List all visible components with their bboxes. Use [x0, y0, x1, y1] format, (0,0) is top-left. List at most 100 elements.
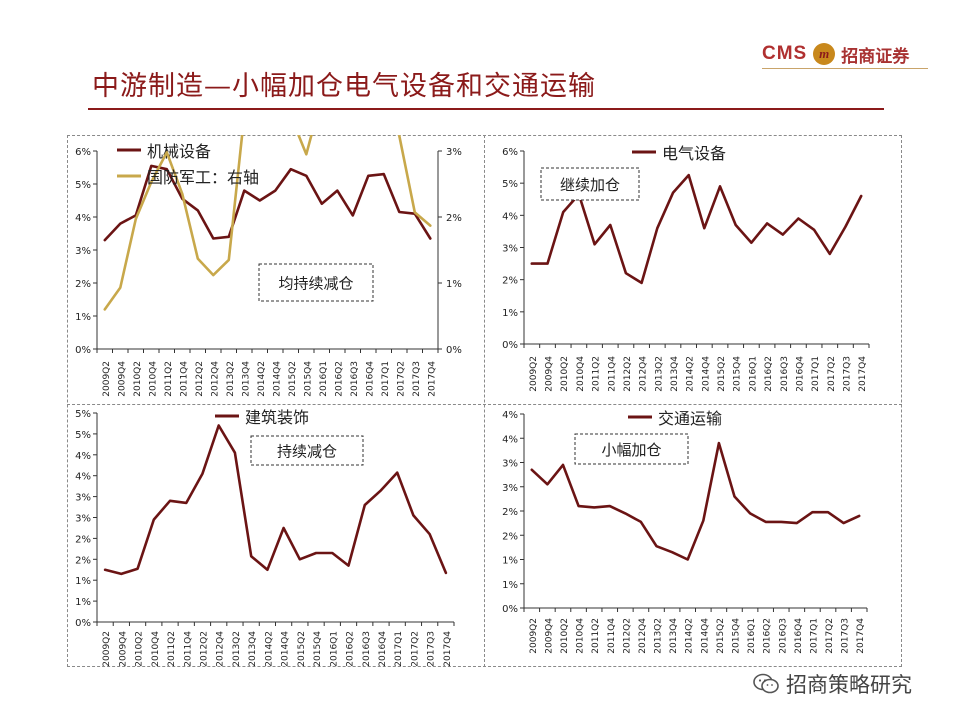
x-tick-label: 2017Q3 — [842, 356, 852, 392]
x-tick-label: 2016Q1 — [747, 618, 757, 654]
series-line-left — [530, 441, 861, 561]
x-tick-label: 2009Q2 — [529, 356, 539, 392]
x-tick-label: 2016Q1 — [748, 356, 758, 392]
x-tick-label: 2017Q4 — [443, 631, 453, 667]
x-tick-label: 2017Q2 — [396, 361, 406, 397]
x-tick-label: 2010Q2 — [135, 631, 145, 667]
annotation-box — [258, 263, 374, 302]
y2-tick-label: 1% — [446, 279, 462, 290]
x-tick-label: 2016Q4 — [378, 631, 388, 667]
x-tick-label: 2017Q4 — [858, 356, 868, 392]
x-tick-label: 2017Q3 — [427, 631, 437, 667]
y-tick-label: 5% — [75, 409, 91, 420]
y-tick-label: 3% — [502, 459, 518, 470]
y-tick-label: 4% — [75, 213, 91, 224]
legend-label: 建筑装饰 — [245, 408, 309, 427]
y-tick-label: 0% — [502, 604, 518, 615]
x-tick-label: 2015Q2 — [716, 618, 726, 654]
x-tick-label: 2012Q4 — [216, 631, 226, 667]
annotation-box — [574, 433, 689, 465]
y2-tick-label: 2% — [446, 213, 462, 224]
x-tick-label: 2016Q4 — [365, 361, 375, 397]
legend-label: 电气设备 — [662, 144, 726, 163]
x-tick-label: 2009Q4 — [544, 618, 554, 654]
x-tick-label: 2011Q2 — [591, 618, 601, 654]
x-tick-label: 2009Q4 — [117, 361, 127, 397]
x-tick-label: 2016Q3 — [362, 631, 372, 667]
x-tick-label: 2017Q2 — [410, 631, 420, 667]
annotation-box — [540, 167, 640, 201]
slide-title: 中游制造—小幅加仓电气设备和交通运输 — [92, 71, 596, 102]
x-tick-label: 2009Q2 — [102, 361, 112, 397]
x-tick-label: 2010Q4 — [148, 361, 158, 397]
x-tick-label: 2012Q4 — [639, 356, 649, 392]
x-tick-label: 2017Q1 — [381, 361, 391, 397]
y-tick-label: 5% — [75, 430, 91, 441]
y-tick-label: 6% — [75, 147, 91, 158]
x-tick-label: 2014Q4 — [281, 631, 291, 667]
x-tick-label: 2017Q3 — [412, 361, 422, 397]
y-tick-label: 3% — [502, 244, 518, 255]
x-tick-label: 2016Q1 — [319, 361, 329, 397]
x-tick-label: 2014Q2 — [257, 361, 267, 397]
logo-company-name: 招商证券 — [841, 46, 910, 67]
x-tick-label: 2013Q4 — [241, 361, 251, 397]
x-tick-label: 2010Q4 — [151, 631, 161, 667]
x-tick-label: 2017Q4 — [856, 618, 866, 654]
x-tick-label: 2013Q4 — [669, 618, 679, 654]
watermark-text: 招商策略研究 — [786, 673, 912, 697]
x-tick-label: 2017Q2 — [825, 618, 835, 654]
x-tick-label: 2014Q4 — [272, 361, 282, 397]
chart-electrical: 0% 1% 2% 3% 4% 5% 6% 2009Q2 2009Q4 2010Q2 2010Q4 20… — [502, 144, 870, 392]
series-line-left — [530, 173, 863, 285]
wechat-icon — [753, 673, 779, 694]
x-tick-label: 2010Q2 — [560, 356, 570, 392]
x-tick-label: 2012Q4 — [210, 361, 220, 397]
y-tick-label: 6% — [502, 147, 518, 158]
y-tick-label: 3% — [75, 493, 91, 504]
plot-area: 0% 1% 2% 3% 4% 5% 6% 2009Q2 2009Q4 2010Q2 2010Q4 20… — [502, 144, 870, 392]
series-line-left — [103, 424, 448, 576]
series-line-right — [103, 135, 432, 311]
annotation-text: 继续加仓 — [560, 176, 620, 194]
x-tick-label: 2016Q4 — [794, 618, 804, 654]
x-tick-label: 2010Q2 — [133, 361, 143, 397]
x-tick-label: 2014Q2 — [264, 631, 274, 667]
x-tick-label: 2011Q2 — [167, 631, 177, 667]
y-tick-label: 2% — [502, 507, 518, 518]
x-tick-label: 2009Q4 — [118, 631, 128, 667]
y-tick-label: 1% — [502, 556, 518, 567]
legend-label: 交通运输 — [658, 409, 722, 428]
annotation-text: 均持续减仓 — [278, 275, 353, 293]
x-tick-label: 2011Q4 — [607, 356, 617, 392]
x-tick-label: 2016Q1 — [329, 631, 339, 667]
logo-cms-text: CMS — [762, 43, 808, 64]
x-tick-label: 2011Q4 — [183, 631, 193, 667]
x-tick-label: 2016Q3 — [778, 618, 788, 654]
y-tick-label: 2% — [502, 276, 518, 287]
logo-mark-icon: m — [813, 43, 836, 65]
watermark: 招商策略研究 — [752, 668, 912, 700]
plot-area: 0% 1% 1% 2% 2% 3% 3% 4% 4% 5% 5% 2009Q2 2009Q4 2010Q2… — [75, 408, 455, 667]
x-tick-label: 2015Q4 — [731, 618, 741, 654]
chart-transport: 0% 1% 1% 2% 2% 3% 3% 4% 4% 2009Q2 2009Q4 2010Q2 2010… — [502, 409, 868, 654]
x-tick-label: 2009Q2 — [529, 618, 539, 654]
x-tick-label: 2014Q4 — [701, 356, 711, 392]
y-tick-label: 0% — [502, 340, 518, 351]
y-tick-label: 3% — [75, 514, 91, 525]
company-logo: CMS m 招商证券 — [762, 40, 909, 68]
x-tick-label: 2017Q2 — [827, 356, 837, 392]
y-tick-label: 0% — [75, 618, 91, 629]
x-tick-label: 2015Q4 — [733, 356, 743, 392]
x-tick-label: 2011Q2 — [592, 356, 602, 392]
y-tick-label: 0% — [75, 345, 91, 356]
y-tick-label: 1% — [502, 580, 518, 591]
y-tick-label: 1% — [502, 308, 518, 319]
legend-label: 机械设备 — [147, 142, 211, 161]
x-tick-label: 2010Q2 — [560, 618, 570, 654]
x-tick-label: 2016Q2 — [346, 631, 356, 667]
y-tick-label: 4% — [502, 410, 518, 421]
y-tick-label: 3% — [75, 246, 91, 257]
x-tick-label: 2012Q2 — [199, 631, 209, 667]
